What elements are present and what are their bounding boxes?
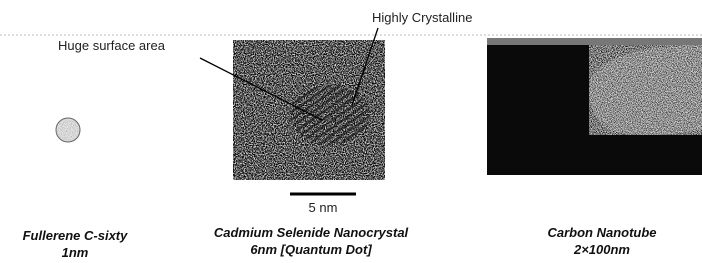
fullerene-image [56, 118, 80, 142]
annotation: Huge surface area [58, 38, 166, 53]
figure: 5 nm Highly Crystalline Huge surface are… [0, 0, 702, 263]
caption-name: Cadmium Selenide Nanocrystal [214, 225, 409, 240]
scale-label: 5 nm [309, 200, 338, 215]
nanocrystal-image [233, 40, 385, 180]
caption-size: 6nm [Quantum Dot] [250, 242, 372, 257]
nanotube-image [487, 38, 702, 175]
caption-name: Fullerene C-sixty [23, 228, 129, 243]
annotation: Highly Crystalline [372, 10, 472, 25]
caption-size: 1nm [62, 245, 89, 260]
caption-size: 2×100nm [573, 242, 630, 257]
caption-name: Carbon Nanotube [547, 225, 656, 240]
